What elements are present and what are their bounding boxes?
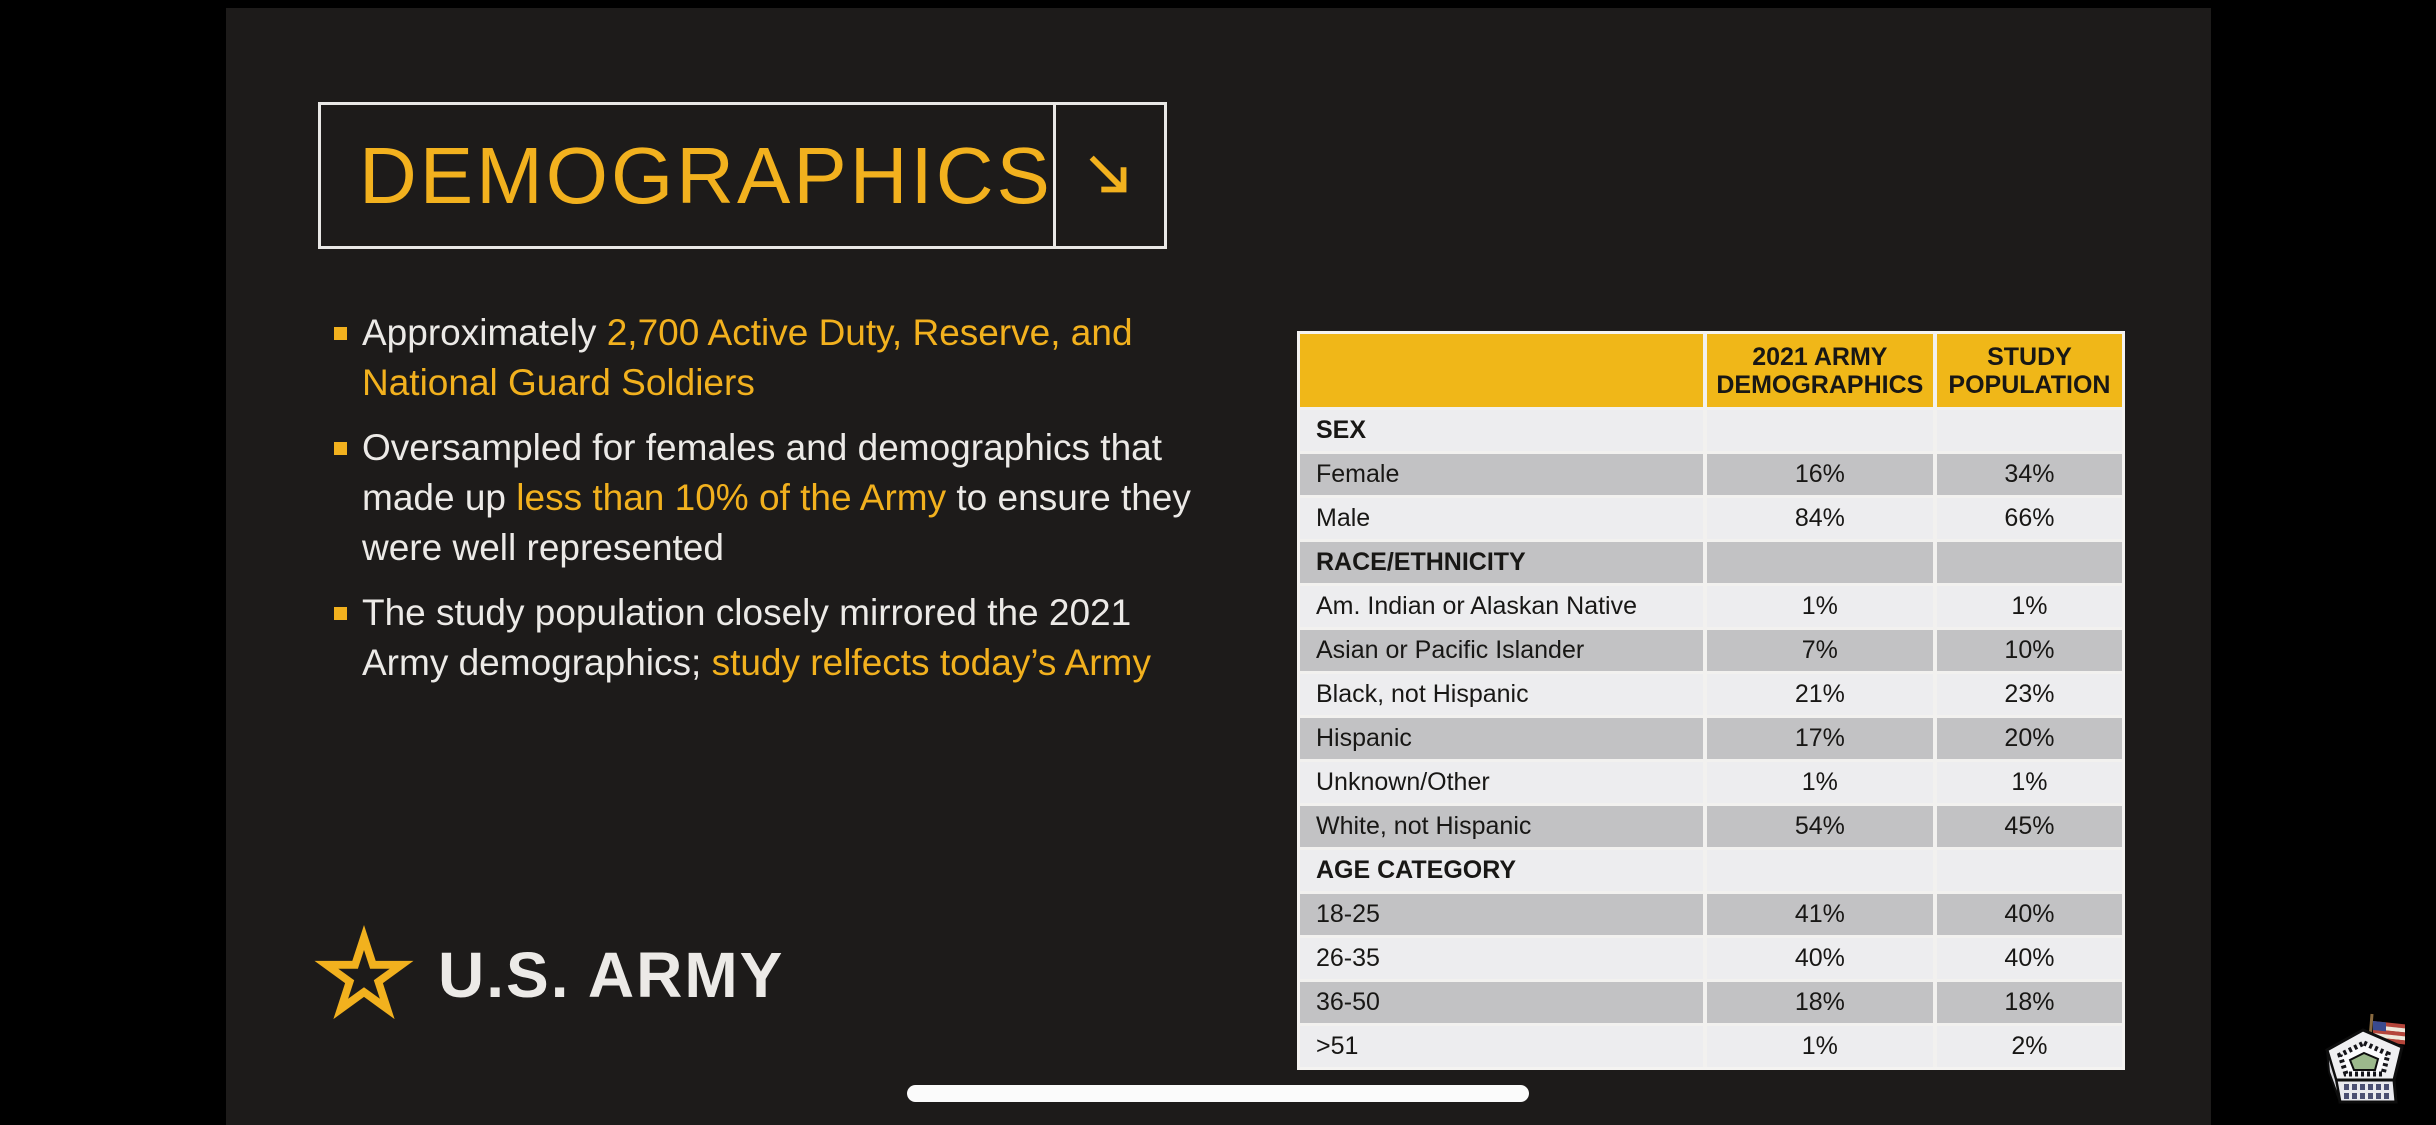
row-value: 84% [1702,498,1933,539]
row-label: Male [1300,498,1703,539]
table-row: 18-25 41% 40% [1300,891,2122,935]
home-indicator[interactable] [907,1085,1529,1102]
bullet-text-segment: Approximately [362,312,607,353]
row-value: 20% [1932,718,2122,759]
row-value: 40% [1702,938,1933,979]
page-title: DEMOGRAPHICS [359,130,1053,220]
row-label: RACE/ETHNICITY [1300,542,1703,583]
table-row: 26-35 40% 40% [1300,935,2122,979]
bullet-text-segment: study relfects today’s Army [711,642,1151,683]
row-value: 1% [1932,586,2122,627]
row-value: 2% [1932,1026,2122,1067]
army-logo: U.S. ARMY [314,916,784,1033]
row-label: Hispanic [1300,718,1703,759]
row-value: 10% [1932,630,2122,671]
table-row: RACE/ETHNICITY [1300,539,2122,583]
row-label: Black, not Hispanic [1300,674,1703,715]
row-value: 18% [1932,982,2122,1023]
row-label: Unknown/Other [1300,762,1703,803]
column-header: 2021 ARMY DEMOGRAPHICS [1702,334,1933,407]
row-value: 1% [1932,762,2122,803]
row-value [1702,542,1933,583]
pentagon-building-flag-icon [2316,1006,2416,1110]
table-row: White, not Hispanic 54% 45% [1300,803,2122,847]
row-label: 36-50 [1300,982,1703,1023]
row-value: 45% [1932,806,2122,847]
row-value [1932,410,2122,451]
row-value: 1% [1702,586,1933,627]
column-header [1300,334,1703,407]
bullet-text-segment: 2,700 Active Duty, Reserve, and National… [362,312,1133,403]
bullet-item: Approximately 2,700 Active Duty, Reserve… [332,308,1212,408]
column-header: STUDY POPULATION [1932,334,2122,407]
slide-title-box: DEMOGRAPHICS [318,102,1167,249]
table-row: Am. Indian or Alaskan Native 1% 1% [1300,583,2122,627]
row-value: 34% [1932,454,2122,495]
row-value [1702,410,1933,451]
table-body: SEX Female 16% 34% Male 84% 66% RACE/ETHNICITY A… [1300,407,2122,1067]
row-value: 23% [1932,674,2122,715]
row-label: AGE CATEGORY [1300,850,1703,891]
row-value: 41% [1702,894,1933,935]
row-value: 17% [1702,718,1933,759]
row-value: 1% [1702,762,1933,803]
table-row: Female 16% 34% [1300,451,2122,495]
row-label: Female [1300,454,1703,495]
row-value: 66% [1932,498,2122,539]
slide: DEMOGRAPHICS Approximately 2,700 Active … [226,8,2211,1125]
row-value: 1% [1702,1026,1933,1067]
row-value [1932,542,2122,583]
row-label: 26-35 [1300,938,1703,979]
bullet-list: Approximately 2,700 Active Duty, Reserve… [332,308,1212,703]
row-label: SEX [1300,410,1703,451]
row-value: 40% [1932,938,2122,979]
bullet-text-segment: to ensure they were well represented [362,477,1191,568]
row-value: 21% [1702,674,1933,715]
row-label: Asian or Pacific Islander [1300,630,1703,671]
row-label: Am. Indian or Alaskan Native [1300,586,1703,627]
demographics-table: 2021 ARMY DEMOGRAPHICS STUDY POPULATION S… [1297,331,2125,1070]
table-row: AGE CATEGORY [1300,847,2122,891]
row-value: 7% [1702,630,1933,671]
table-row: 36-50 18% 18% [1300,979,2122,1023]
table-row: SEX [1300,407,2122,451]
row-value [1932,850,2122,891]
bullet-text-segment: Oversampled for females and demographics… [362,427,1163,518]
table-header-row: 2021 ARMY DEMOGRAPHICS STUDY POPULATION [1300,334,2122,407]
bullet-text-segment: The study population closely mirrored th… [362,592,1132,683]
table-row: Male 84% 66% [1300,495,2122,539]
row-value [1702,850,1933,891]
table-row: Hispanic 17% 20% [1300,715,2122,759]
table-row: Unknown/Other 1% 1% [1300,759,2122,803]
row-label: 18-25 [1300,894,1703,935]
row-value: 18% [1702,982,1933,1023]
row-value: 40% [1932,894,2122,935]
army-star-icon [314,916,414,1033]
table-row: >51 1% 2% [1300,1023,2122,1067]
row-label: White, not Hispanic [1300,806,1703,847]
bullet-text-segment: less than 10% of the Army [516,477,947,518]
army-logo-text: U.S. ARMY [438,938,785,1011]
arrow-down-right-icon [1052,105,1164,246]
bullet-item: Oversampled for females and demographics… [332,423,1212,573]
table-row: Black, not Hispanic 21% 23% [1300,671,2122,715]
row-value: 54% [1702,806,1933,847]
bullet-item: The study population closely mirrored th… [332,588,1212,688]
row-value: 16% [1702,454,1933,495]
table-row: Asian or Pacific Islander 7% 10% [1300,627,2122,671]
row-label: >51 [1300,1026,1703,1067]
